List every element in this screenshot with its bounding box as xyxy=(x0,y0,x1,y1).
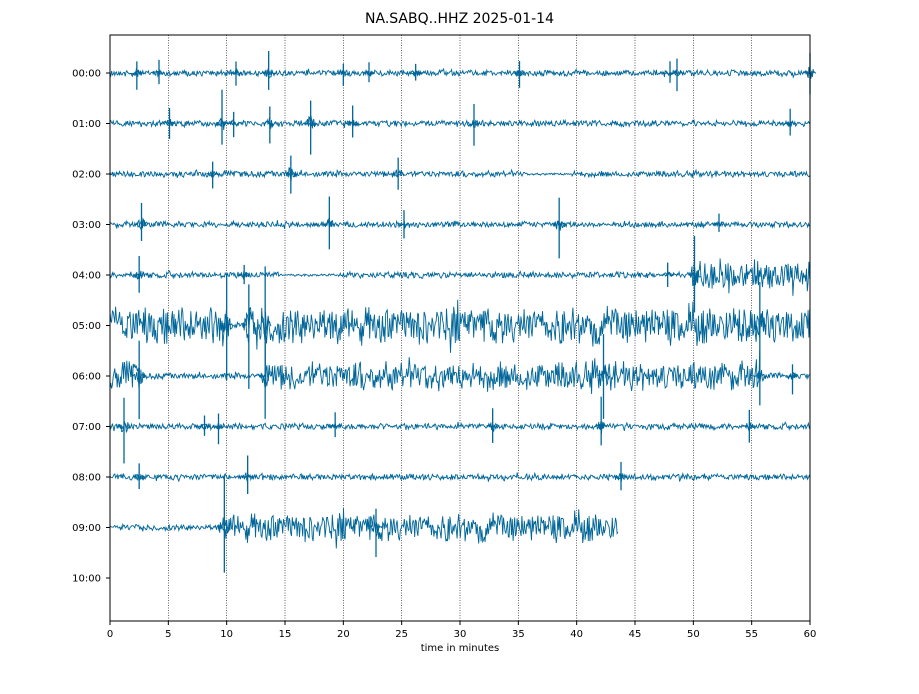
trace-burst xyxy=(391,169,405,178)
trace-burst xyxy=(597,365,610,381)
y-tick-label: 02:00 xyxy=(72,170,101,181)
trace-burst xyxy=(397,221,411,230)
trace-row xyxy=(109,89,811,155)
trace-burst xyxy=(552,220,566,231)
trace-row xyxy=(109,266,811,389)
trace-waveform xyxy=(109,118,811,129)
trace-burst xyxy=(786,372,799,380)
x-tick-label: 60 xyxy=(804,629,817,640)
trace-burst xyxy=(152,69,165,78)
trace-burst xyxy=(258,365,272,388)
y-tick-label: 06:00 xyxy=(72,372,101,383)
trace-burst xyxy=(227,117,240,128)
x-tick-label: 45 xyxy=(629,629,642,640)
y-tick-label: 09:00 xyxy=(72,523,101,534)
y-tick-label: 07:00 xyxy=(72,422,101,433)
x-tick-label: 40 xyxy=(570,629,583,640)
trace-waveform xyxy=(109,471,811,483)
trace-row xyxy=(109,455,811,495)
trace-burst xyxy=(688,263,701,287)
y-tick-label: 04:00 xyxy=(72,271,101,282)
trace-waveform xyxy=(109,507,619,549)
y-axis-ticks: 00:00 01:00 02:00 03:00 04:00 05:00 06:00 07:00… xyxy=(72,69,110,585)
trace-burst xyxy=(594,421,608,434)
trace-burst xyxy=(229,67,243,77)
trace-burst xyxy=(346,119,359,128)
trace-burst xyxy=(362,70,375,77)
trace-waveform xyxy=(109,168,810,179)
x-axis-label: time in minutes xyxy=(420,643,500,654)
trace-row xyxy=(109,396,811,464)
x-tick-label: 0 xyxy=(107,629,113,640)
trace-burst xyxy=(614,473,628,482)
x-axis-ticks: 0 5 10 15 20 25 30 35 40 45 50 55 60 xyxy=(107,621,817,640)
trace-burst xyxy=(263,117,277,129)
trace-burst xyxy=(117,421,131,434)
trace-burst xyxy=(753,313,767,338)
trace-row xyxy=(109,155,810,194)
trace-burst xyxy=(284,167,298,182)
trace-burst xyxy=(304,115,317,129)
trace-burst xyxy=(237,271,251,279)
trace-burst xyxy=(328,423,342,430)
trace-burst xyxy=(132,369,146,385)
trace-burst xyxy=(198,423,211,432)
trace-row xyxy=(109,325,810,420)
trace-burst xyxy=(743,422,756,432)
x-tick-label: 10 xyxy=(220,629,233,640)
trace-burst xyxy=(670,69,684,77)
x-tick-label: 55 xyxy=(745,629,758,640)
trace-burst xyxy=(262,68,275,80)
trace-burst xyxy=(215,118,229,131)
trace-burst xyxy=(712,220,726,228)
trace-burst xyxy=(220,310,234,340)
x-tick-label: 15 xyxy=(279,629,292,640)
trace-row xyxy=(109,51,817,95)
trace-waveform xyxy=(109,355,810,395)
trace-row xyxy=(109,235,811,313)
trace-burst xyxy=(369,521,383,534)
trace-row xyxy=(109,196,810,259)
chart-title: NA.SABQ..HHZ 2025-01-14 xyxy=(365,11,554,27)
trace-burst xyxy=(241,472,255,482)
y-tick-label: 01:00 xyxy=(72,119,101,130)
y-tick-label: 10:00 xyxy=(72,574,101,585)
trace-burst xyxy=(661,271,674,278)
trace-burst xyxy=(467,119,481,128)
trace-waveform xyxy=(109,421,811,432)
trace-burst xyxy=(753,369,767,383)
trace-burst xyxy=(132,270,146,280)
y-tick-label: 03:00 xyxy=(72,220,101,231)
trace-burst xyxy=(163,119,176,127)
y-tick-label: 08:00 xyxy=(72,473,101,484)
trace-burst xyxy=(513,70,526,77)
trace-burst xyxy=(336,69,350,78)
trace-burst xyxy=(130,68,143,77)
trace-burst xyxy=(242,311,256,343)
x-tick-label: 50 xyxy=(687,629,700,640)
trace-burst xyxy=(784,120,797,128)
trace-row xyxy=(109,475,619,573)
x-tick-label: 30 xyxy=(454,629,467,640)
trace-waveform xyxy=(109,67,811,79)
x-tick-label: 35 xyxy=(512,629,525,640)
trace-waveform xyxy=(109,219,810,230)
trace-burst xyxy=(206,170,219,178)
trace-burst xyxy=(217,517,231,533)
trace-burst xyxy=(135,217,148,231)
x-tick-label: 20 xyxy=(337,629,350,640)
y-tick-label: 05:00 xyxy=(72,321,101,332)
trace-burst xyxy=(322,218,336,228)
x-tick-label: 5 xyxy=(165,629,171,640)
trace-burst xyxy=(409,70,422,78)
x-tick-label: 25 xyxy=(395,629,408,640)
trace-burst xyxy=(486,422,499,432)
y-tick-label: 00:00 xyxy=(72,69,101,80)
seismic-traces xyxy=(109,51,817,573)
trace-burst xyxy=(212,423,225,430)
trace-burst xyxy=(132,473,146,481)
